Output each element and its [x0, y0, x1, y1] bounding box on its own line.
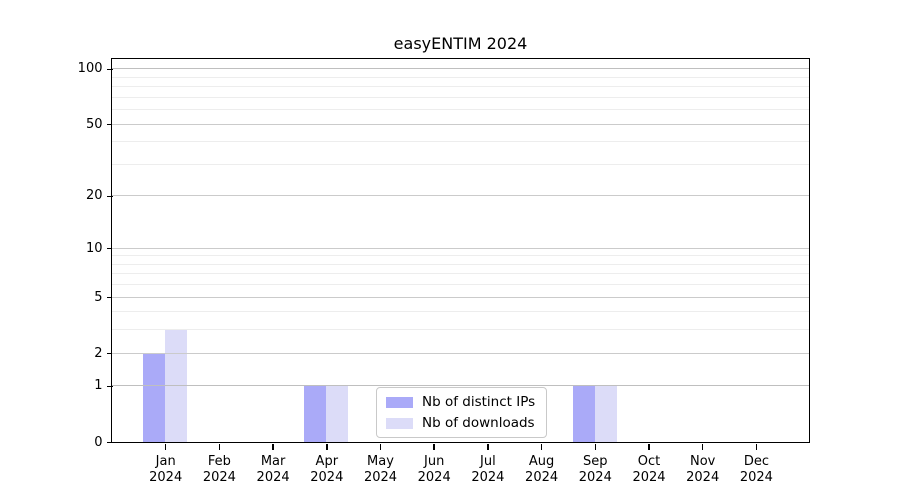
- x-tick-mark-jan: [164, 444, 167, 450]
- legend-label-distinct-ips: Nb of distinct IPs: [422, 394, 536, 410]
- x-tick-label-jun: Jun 2024: [417, 453, 451, 485]
- gridline-minor-40: [112, 141, 809, 143]
- y-tick-mark-1: [106, 385, 113, 388]
- grid-layer: [112, 59, 809, 442]
- y-tick-label-10: 10: [85, 240, 103, 256]
- gridline-minor-30: [112, 163, 809, 165]
- y-tick-label-50: 50: [85, 116, 103, 132]
- legend-item-downloads: Nb of downloads: [386, 415, 535, 431]
- gridline-major-50: [112, 123, 809, 125]
- x-tick-mark-nov: [701, 444, 704, 450]
- gridline-major-5: [112, 296, 809, 298]
- x-tick-label-oct: Oct 2024: [632, 453, 666, 485]
- x-tick-mark-oct: [648, 444, 650, 450]
- x-tick-mark-aug: [540, 444, 543, 450]
- legend-label-downloads: Nb of downloads: [422, 415, 535, 431]
- gridline-minor-7: [112, 273, 809, 275]
- x-tick-mark-jul: [487, 444, 489, 450]
- legend-swatch-distinct-ips: [386, 396, 413, 408]
- x-tick-label-sep: Sep 2024: [578, 453, 612, 485]
- x-tick-mark-mar: [272, 444, 274, 450]
- chart-title: easyENTIM 2024: [393, 34, 528, 53]
- x-tick-label-aug: Aug 2024: [525, 453, 559, 485]
- bar-downloads-sep: [594, 385, 617, 442]
- y-tick-label-5: 5: [94, 289, 103, 305]
- x-tick-mark-may: [379, 444, 382, 450]
- y-tick-mark-10: [106, 247, 113, 250]
- gridline-major-20: [112, 195, 809, 197]
- x-tick-mark-feb: [218, 444, 221, 450]
- bar-downloads-apr: [326, 385, 349, 442]
- x-tick-mark-apr: [326, 444, 328, 450]
- x-tick-mark-sep: [594, 444, 597, 450]
- gridline-minor-6: [112, 284, 809, 286]
- y-tick-label-100: 100: [77, 61, 103, 77]
- gridline-major-2: [112, 352, 809, 354]
- gridline-minor-3: [112, 329, 809, 331]
- gridline-minor-90: [112, 76, 809, 78]
- y-tick-mark-2: [106, 352, 113, 355]
- gridline-edge-1: [112, 385, 809, 387]
- x-tick-label-feb: Feb 2024: [202, 453, 236, 485]
- gridline-minor-8: [112, 263, 809, 265]
- gridline-minor-70: [112, 96, 809, 98]
- gridline-minor-9: [112, 255, 809, 257]
- x-tick-label-jul: Jul 2024: [471, 453, 505, 485]
- legend-item-distinct-ips: Nb of distinct IPs: [386, 394, 535, 410]
- y-tick-mark-100: [106, 68, 113, 71]
- x-tick-mark-dec: [755, 444, 758, 450]
- x-tick-label-may: May 2024: [363, 453, 398, 485]
- y-tick-label-1: 1: [94, 378, 103, 394]
- x-tick-mark-jun: [433, 444, 435, 450]
- x-tick-label-mar: Mar 2024: [256, 453, 290, 485]
- gridline-edge-100: [112, 68, 809, 70]
- legend-swatch-downloads: [386, 417, 413, 429]
- x-tick-label-nov: Nov 2024: [686, 453, 720, 485]
- x-tick-label-apr: Apr 2024: [310, 453, 344, 485]
- gridline-minor-4: [112, 311, 809, 313]
- gridline-minor-80: [112, 86, 809, 88]
- bar-distinct-ips-jan: [143, 353, 166, 442]
- y-tick-label-20: 20: [85, 188, 103, 204]
- y-tick-mark-5: [106, 296, 113, 299]
- legend: Nb of distinct IPs Nb of downloads: [376, 387, 548, 438]
- gridline-major-10: [112, 247, 809, 249]
- y-tick-mark-0: [106, 441, 113, 444]
- x-tick-label-jan: Jan 2024: [149, 453, 183, 485]
- gridline-minor-60: [112, 109, 809, 111]
- x-tick-label-dec: Dec 2024: [739, 453, 773, 485]
- y-tick-label-2: 2: [94, 345, 103, 361]
- y-tick-label-0: 0: [94, 434, 103, 450]
- y-tick-mark-20: [106, 195, 113, 198]
- bar-distinct-ips-apr: [304, 385, 327, 442]
- y-tick-mark-50: [106, 123, 113, 126]
- plot-area: Nb of distinct IPs Nb of downloads: [111, 58, 810, 443]
- bar-distinct-ips-sep: [572, 385, 595, 442]
